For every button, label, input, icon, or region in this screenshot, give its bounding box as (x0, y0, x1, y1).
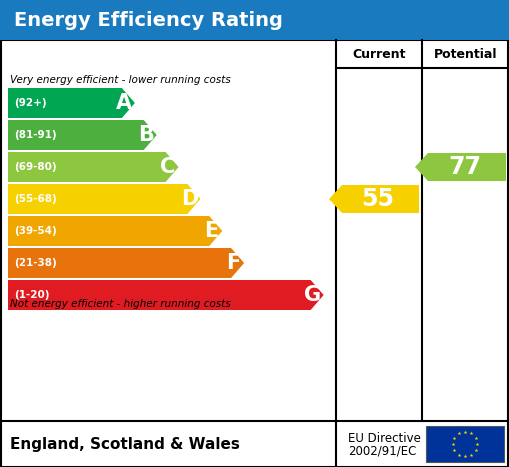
Text: Energy Efficiency Rating: Energy Efficiency Rating (14, 10, 283, 29)
Text: (55-68): (55-68) (14, 194, 56, 204)
Text: Not energy efficient - higher running costs: Not energy efficient - higher running co… (10, 299, 231, 309)
Polygon shape (8, 184, 201, 214)
Text: (92+): (92+) (14, 98, 47, 108)
Text: 77: 77 (448, 155, 481, 179)
Text: D: D (181, 189, 198, 209)
Text: 2002/91/EC: 2002/91/EC (348, 445, 416, 458)
Text: 55: 55 (361, 187, 394, 211)
Text: G: G (304, 285, 321, 305)
Polygon shape (8, 88, 135, 118)
Bar (426, 426, 504, 462)
Text: (69-80): (69-80) (14, 162, 56, 172)
Text: Very energy efficient - lower running costs: Very energy efficient - lower running co… (10, 75, 231, 85)
Text: Potential: Potential (434, 48, 497, 61)
Text: EU Directive: EU Directive (348, 432, 421, 445)
Text: C: C (160, 157, 175, 177)
Polygon shape (415, 153, 506, 181)
Text: (81-91): (81-91) (14, 130, 56, 140)
Text: (1-20): (1-20) (14, 290, 49, 300)
Text: A: A (116, 93, 132, 113)
Text: B: B (138, 125, 154, 145)
Bar (0, 0, 509, 40)
Polygon shape (8, 216, 222, 246)
Text: F: F (226, 253, 240, 273)
Text: E: E (204, 221, 218, 241)
Polygon shape (8, 152, 179, 182)
Text: Current: Current (352, 48, 406, 61)
Polygon shape (8, 120, 157, 150)
Text: England, Scotland & Wales: England, Scotland & Wales (10, 437, 240, 452)
Text: (39-54): (39-54) (14, 226, 56, 236)
Polygon shape (8, 280, 324, 310)
Polygon shape (329, 185, 419, 213)
Text: (21-38): (21-38) (14, 258, 56, 268)
Polygon shape (8, 248, 244, 278)
